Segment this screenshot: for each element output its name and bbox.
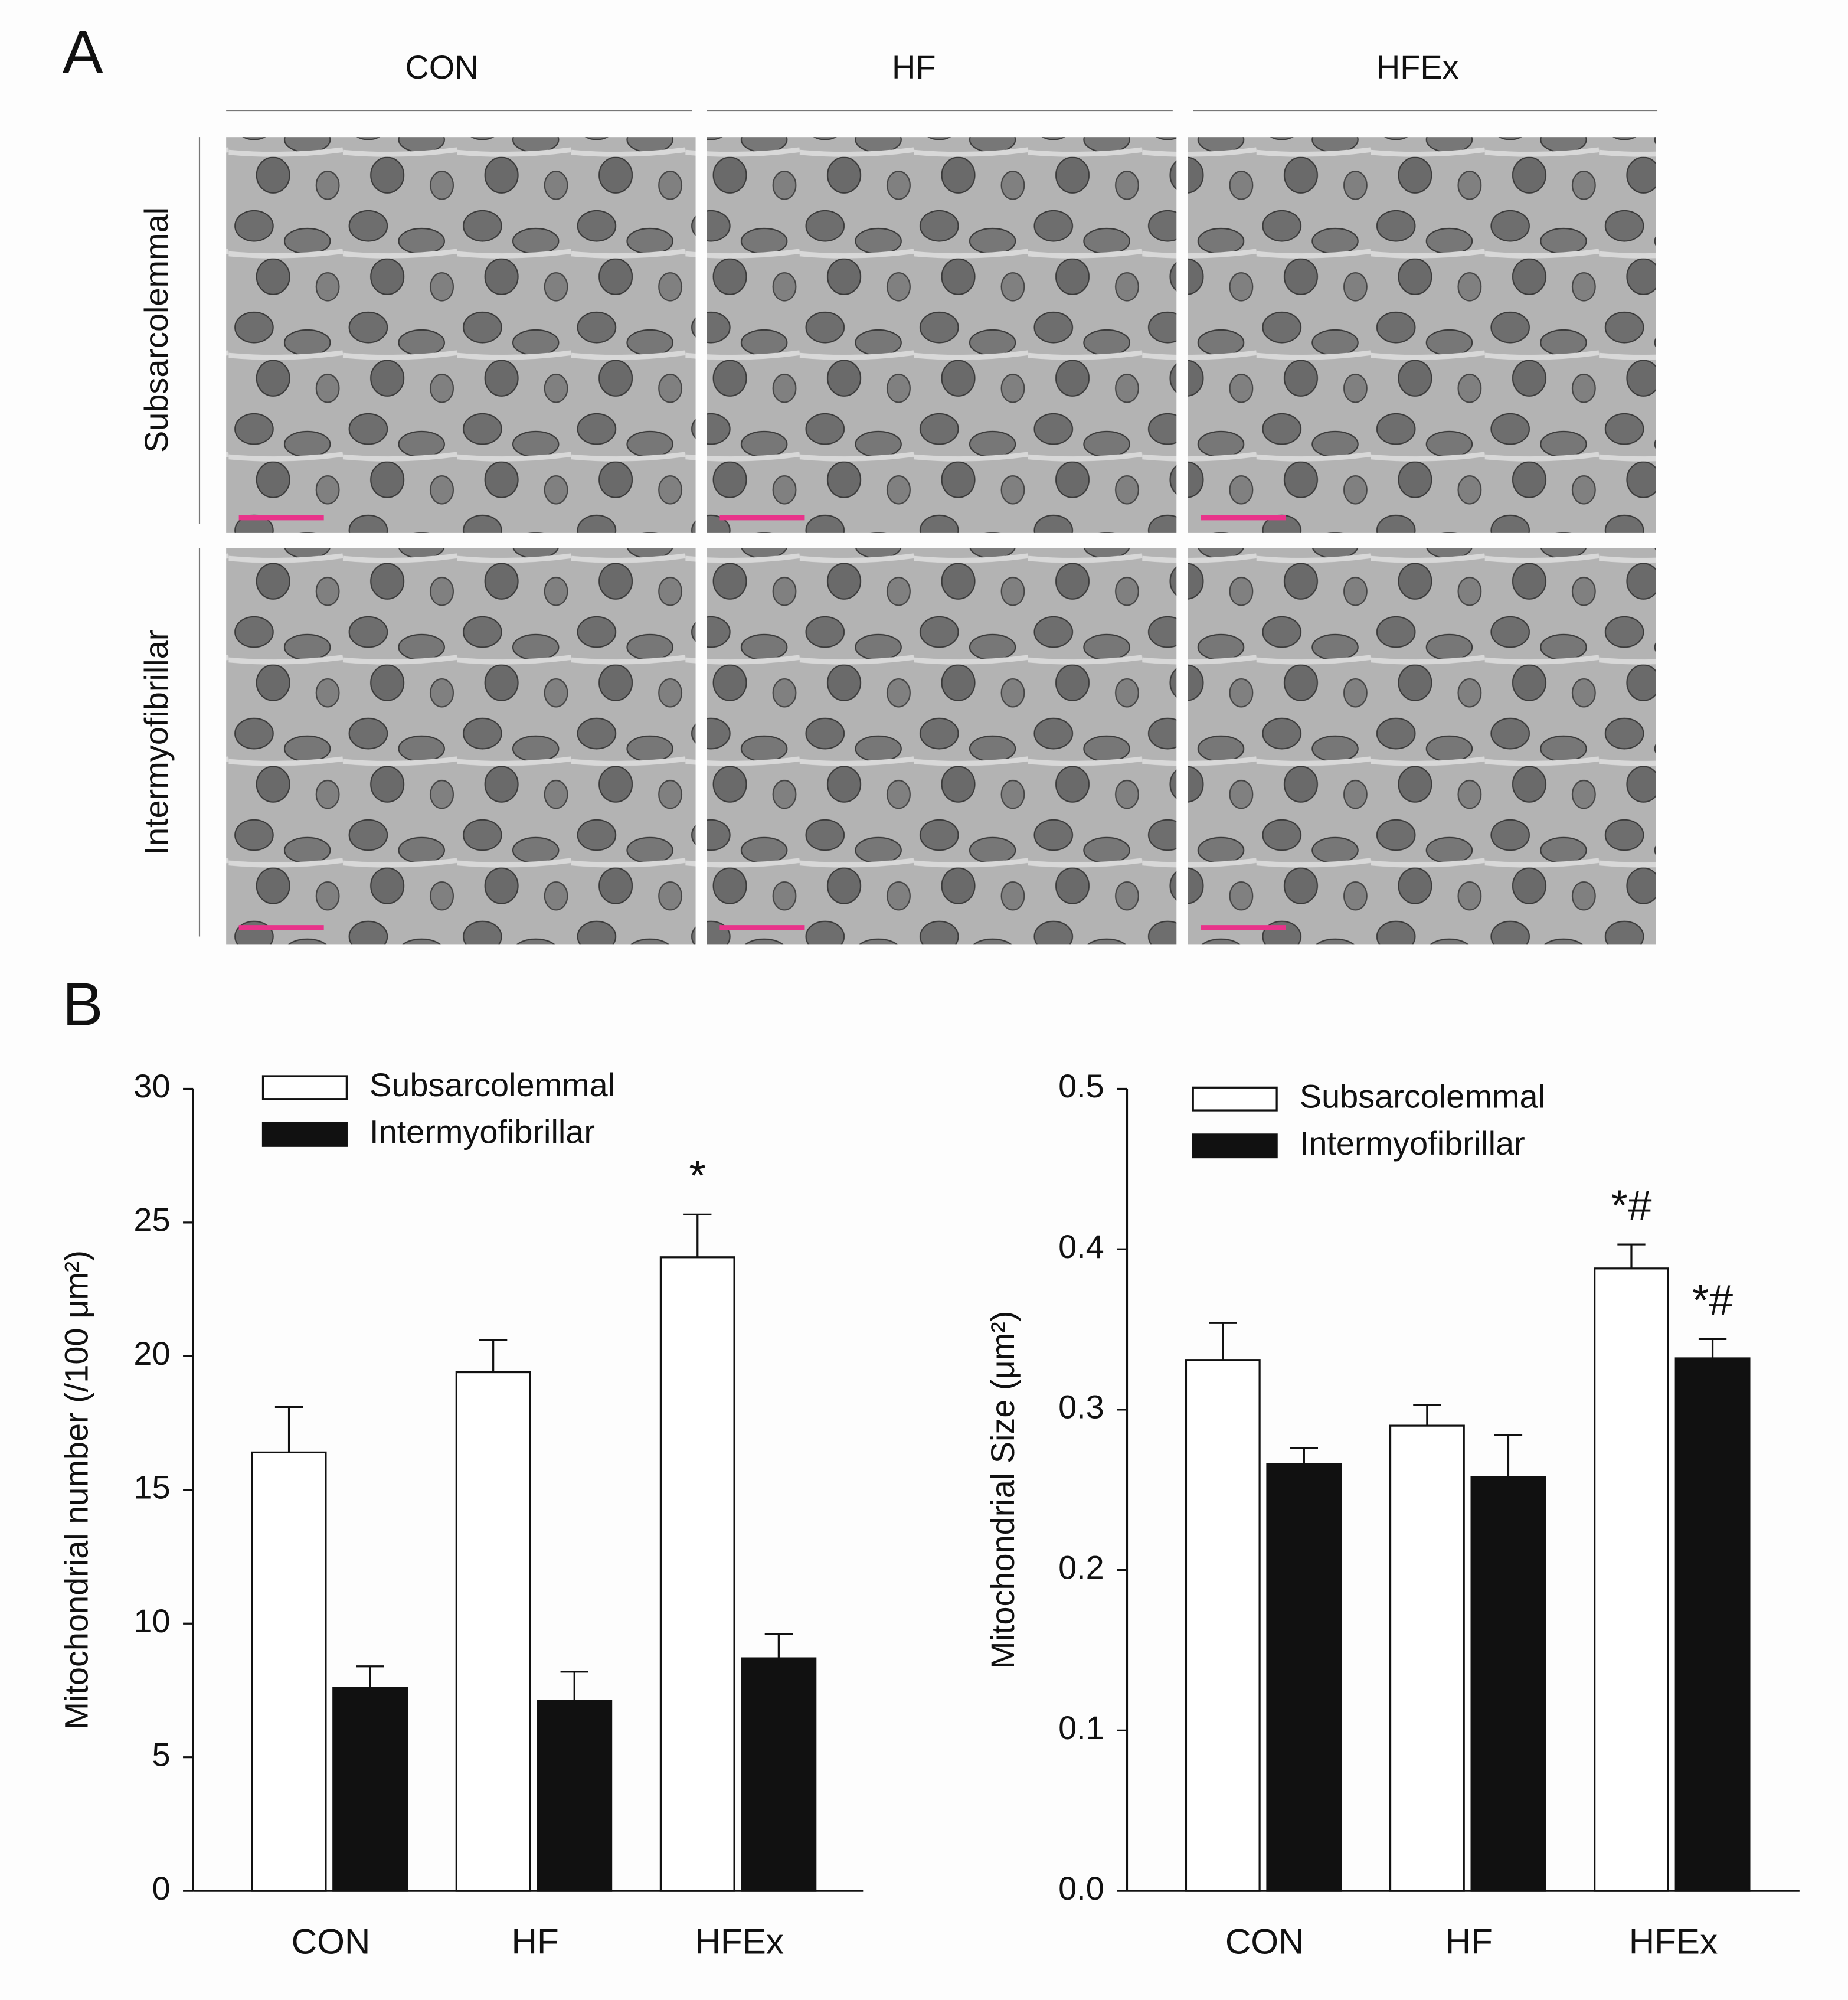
micrograph xyxy=(226,548,696,945)
column-header: HF xyxy=(892,48,936,86)
legend-swatch xyxy=(1192,1133,1278,1159)
legend-label: Subsarcolemmal xyxy=(1300,1077,1545,1115)
y-tick-label: 10 xyxy=(133,1602,170,1639)
micrographs xyxy=(226,137,1656,945)
y-tick-label: 0.4 xyxy=(1058,1228,1104,1265)
bar xyxy=(659,1256,735,1892)
y-tick-label: 0.2 xyxy=(1058,1548,1104,1586)
micrograph xyxy=(707,137,1177,533)
error-bar xyxy=(683,1213,712,1257)
bar xyxy=(1470,1476,1546,1892)
bar xyxy=(1594,1267,1669,1892)
bar xyxy=(251,1451,327,1892)
scale-bars xyxy=(238,515,1286,930)
y-tick-label: 25 xyxy=(133,1201,170,1238)
error-bar xyxy=(356,1665,384,1688)
significance-label: *# xyxy=(1611,1182,1651,1230)
significance-label: *# xyxy=(1692,1276,1733,1324)
bar xyxy=(455,1371,531,1892)
y-tick-label: 0.1 xyxy=(1058,1709,1104,1746)
error-bar xyxy=(479,1339,508,1372)
significance-label: * xyxy=(689,1152,706,1200)
micrograph xyxy=(1188,137,1656,533)
x-tick-label: CON xyxy=(1225,1921,1304,1961)
legend-label: Subsarcolemmal xyxy=(369,1066,615,1103)
micrograph xyxy=(1188,548,1656,945)
error-bar xyxy=(1617,1243,1646,1269)
error-bar xyxy=(1698,1338,1727,1358)
y-tick-label: 30 xyxy=(133,1067,170,1104)
legend-swatch xyxy=(1192,1086,1278,1112)
y-tick-label: 20 xyxy=(133,1335,170,1372)
legend-label: Intermyofibrillar xyxy=(369,1113,595,1151)
y-tick-label: 0.0 xyxy=(1058,1870,1104,1907)
bar xyxy=(1674,1357,1751,1892)
y-tick-label: 0.3 xyxy=(1058,1388,1104,1426)
y-tick-label: 0 xyxy=(152,1870,170,1907)
bar xyxy=(332,1687,408,1892)
micrograph xyxy=(707,548,1177,945)
error-bar xyxy=(1290,1447,1318,1465)
x-tick-label: CON xyxy=(292,1921,371,1961)
panel-label: B xyxy=(63,970,103,1038)
bar xyxy=(537,1700,613,1892)
bar xyxy=(1389,1424,1465,1892)
micrograph xyxy=(226,137,696,533)
error-bar xyxy=(1494,1434,1523,1478)
panel-label: A xyxy=(63,18,103,86)
error-bar xyxy=(1413,1404,1441,1426)
legend-swatch xyxy=(261,1075,348,1100)
legend-swatch xyxy=(261,1122,348,1147)
y-tick-label: 5 xyxy=(152,1736,170,1773)
x-tick-label: HF xyxy=(1445,1921,1493,1961)
bar xyxy=(1185,1359,1261,1892)
column-header: HFEx xyxy=(1376,48,1459,86)
y-tick-label: 15 xyxy=(133,1469,170,1506)
y-axis-label: Mitochondrial number (/100 μm²) xyxy=(58,1250,95,1730)
error-bar xyxy=(764,1633,793,1659)
y-axis-label: Mitochondrial Size (μm²) xyxy=(984,1311,1021,1669)
row-label: Subsarcolemmal xyxy=(138,207,175,453)
bar xyxy=(1266,1463,1342,1892)
error-bar xyxy=(274,1406,303,1453)
error-bar xyxy=(560,1671,588,1701)
row-label: Intermyofibrillar xyxy=(138,630,175,855)
x-tick-label: HFEx xyxy=(1629,1921,1718,1961)
legend-label: Intermyofibrillar xyxy=(1300,1125,1525,1162)
column-header: CON xyxy=(405,48,479,86)
x-tick-label: HF xyxy=(511,1921,558,1961)
y-tick-label: 0.5 xyxy=(1058,1067,1104,1104)
error-bar xyxy=(1209,1322,1237,1360)
x-tick-label: HFEx xyxy=(695,1921,783,1961)
bar xyxy=(741,1657,817,1892)
